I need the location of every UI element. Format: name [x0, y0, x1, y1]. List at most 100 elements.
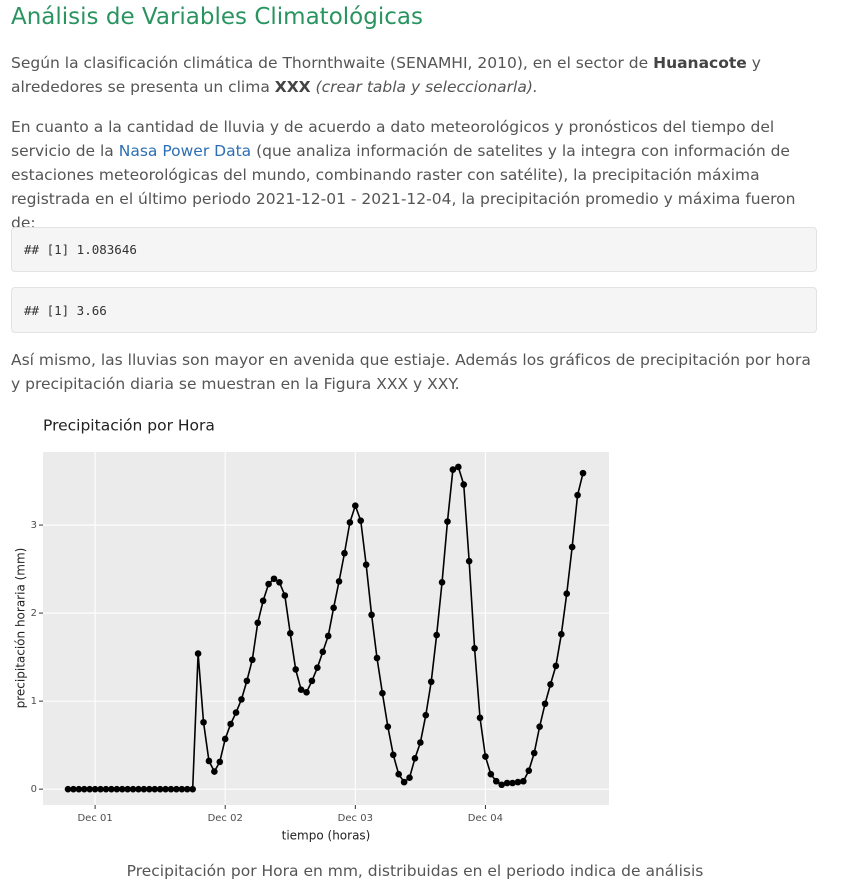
data-point [465, 557, 473, 565]
data-point [476, 714, 484, 722]
data-point [324, 632, 332, 640]
data-point [314, 664, 321, 671]
data-point [357, 517, 365, 524]
data-point [243, 677, 251, 685]
data-point [286, 630, 294, 637]
data-point [574, 491, 581, 499]
data-point [514, 778, 522, 786]
data-point [579, 469, 587, 477]
data-point [205, 757, 213, 765]
chart-title: Precipitación por Hora [43, 417, 215, 435]
data-point [183, 785, 191, 793]
data-point [102, 785, 110, 793]
data-point [97, 785, 104, 793]
data-point [433, 631, 440, 639]
text: (que analiza información de satelites y … [11, 142, 796, 232]
x-tick-label: Dec 03 [338, 813, 373, 824]
x-tick-label: Dec 01 [77, 813, 112, 824]
data-point [173, 785, 180, 793]
data-point [498, 781, 505, 789]
data-point [86, 785, 93, 793]
link[interactable]: Nasa Power Data [118, 142, 252, 160]
data-point [238, 696, 245, 703]
x-tick-label: Dec 02 [208, 813, 243, 824]
data-point [520, 777, 527, 785]
data-point [303, 689, 310, 696]
data-point [140, 785, 148, 793]
data-point [151, 785, 159, 793]
data-point [200, 718, 207, 726]
data-point [449, 466, 457, 473]
data-point [297, 686, 305, 693]
data-point [211, 768, 218, 775]
data-point [194, 650, 202, 657]
data-point [438, 578, 446, 586]
data-point [547, 681, 554, 688]
data-point [536, 723, 543, 730]
data-point [384, 723, 392, 730]
data-point [568, 543, 576, 551]
data-point [525, 767, 533, 774]
x-axis-label: tiempo (horas) [282, 829, 371, 843]
data-point [482, 753, 489, 760]
data-point [91, 785, 99, 793]
data-point [249, 656, 256, 664]
data-point [129, 785, 137, 793]
data-point [379, 689, 386, 697]
y-tick-label: 0 [31, 784, 37, 795]
bold-text: Huanacote [653, 54, 747, 72]
data-point [552, 662, 560, 670]
code-output: ## [1] 3.66 [11, 287, 817, 333]
data-point [335, 578, 343, 585]
text: y alrededores se presenta un clima [11, 54, 761, 96]
data-point [70, 785, 77, 793]
bold-text: XXX [274, 78, 311, 96]
code-output: ## [1] 1.083646 [11, 227, 817, 272]
data-point [330, 604, 337, 612]
data-point [75, 785, 83, 793]
data-point [156, 785, 164, 793]
data-point [270, 575, 278, 583]
data-point [113, 785, 121, 793]
data-point [178, 785, 186, 793]
chart: Precipitación por Hora tiempo (horas) pr… [14, 417, 609, 843]
italic-text: (crear tabla y seleccionarla). [310, 78, 538, 96]
data-point [541, 700, 549, 708]
text: En cuanto a la cantidad de lluvia y de a… [11, 118, 775, 160]
data-point [406, 774, 413, 782]
data-point [368, 611, 375, 619]
data-point [64, 785, 72, 793]
data-point [444, 518, 451, 525]
y-axis-label: precipitación horaria (mm) [14, 548, 28, 709]
paragraph: Así mismo, las lluvias son mayor en aven… [11, 351, 811, 393]
data-point [503, 779, 511, 787]
data-point [281, 592, 289, 599]
data-point [455, 463, 462, 471]
data-point [417, 739, 424, 746]
data-point [558, 630, 565, 638]
data-point [265, 580, 272, 588]
data-point [135, 785, 142, 793]
text: Según la clasificación climática de Thor… [11, 54, 654, 72]
data-point [167, 785, 175, 793]
data-point [346, 519, 354, 526]
data-point [162, 785, 169, 793]
data-point [276, 578, 283, 586]
data-point [232, 709, 240, 716]
data-point [373, 654, 381, 662]
y-tick-label: 1 [31, 696, 37, 707]
x-tick-label: Dec 04 [468, 813, 503, 824]
data-point [411, 755, 419, 762]
y-tick-label: 2 [31, 608, 37, 619]
data-point [146, 785, 153, 793]
data-point [308, 677, 316, 685]
data-point [427, 678, 435, 686]
data-point [400, 778, 408, 786]
data-point [221, 735, 229, 743]
data-point [492, 777, 500, 785]
data-point [259, 597, 267, 605]
data-point [422, 711, 430, 719]
page-title: Análisis de Variables Climatológicas [11, 4, 423, 30]
data-point [362, 561, 370, 568]
